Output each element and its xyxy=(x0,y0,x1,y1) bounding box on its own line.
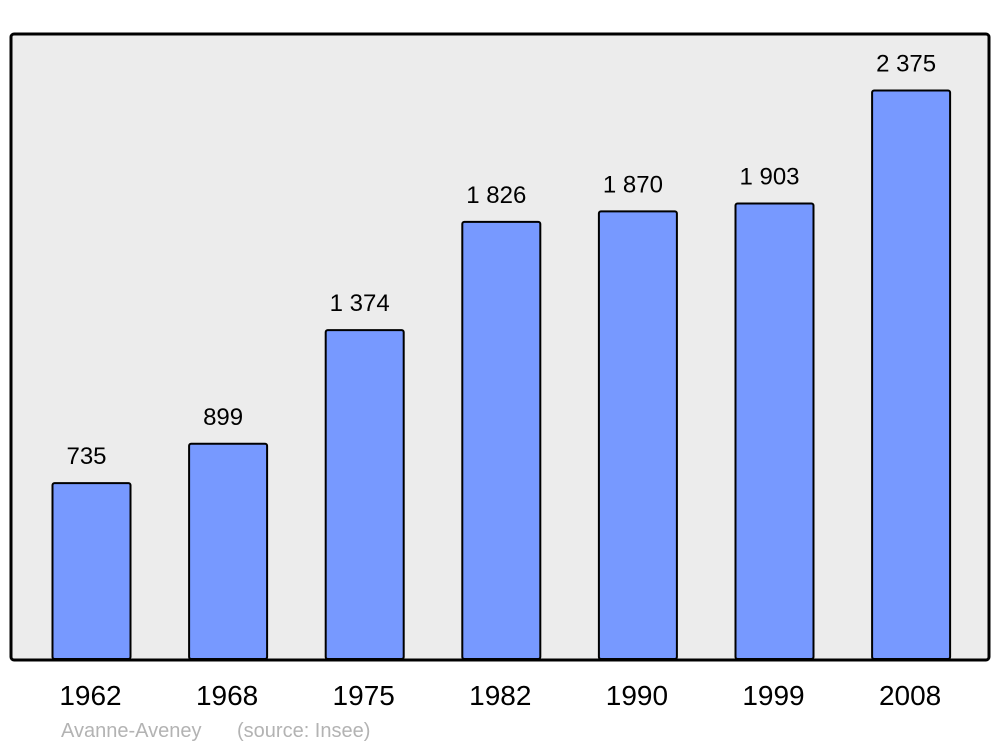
x-tick-labels-group: 1962 1968 1975 1982 1990 1999 2008 xyxy=(59,680,941,711)
x-tick-label-1999: 1999 xyxy=(742,680,804,711)
value-label-2008: 2 375 xyxy=(876,51,936,78)
x-tick-label-2008: 2008 xyxy=(879,680,941,711)
bar-1975 xyxy=(324,329,405,660)
value-label-1982: 1 826 xyxy=(466,182,526,209)
x-tick-label-1982: 1982 xyxy=(469,680,531,711)
x-tick-label-1990: 1990 xyxy=(606,680,668,711)
value-label-1999: 1 903 xyxy=(739,164,799,191)
bar-1968 xyxy=(188,442,269,660)
bar-1982 xyxy=(461,220,542,660)
value-labels-group: 735 899 1 374 1 826 1 870 1 903 2 375 xyxy=(66,51,936,471)
bar-1962 xyxy=(51,482,132,660)
bar-2008 xyxy=(871,89,952,660)
bar-1999 xyxy=(734,202,815,660)
x-tick-label-1968: 1968 xyxy=(196,680,258,711)
caption-source: (source: Insee) xyxy=(237,720,370,742)
value-label-1962: 735 xyxy=(66,443,106,470)
value-label-1968: 899 xyxy=(203,404,243,431)
value-label-1990: 1 870 xyxy=(603,171,663,198)
bar-1990 xyxy=(597,210,678,660)
x-tick-label-1975: 1975 xyxy=(333,680,395,711)
bars-group xyxy=(51,89,952,660)
caption-place: Avanne-Aveney xyxy=(61,720,201,742)
value-label-1975: 1 374 xyxy=(330,290,390,317)
x-tick-label-1962: 1962 xyxy=(59,680,121,711)
